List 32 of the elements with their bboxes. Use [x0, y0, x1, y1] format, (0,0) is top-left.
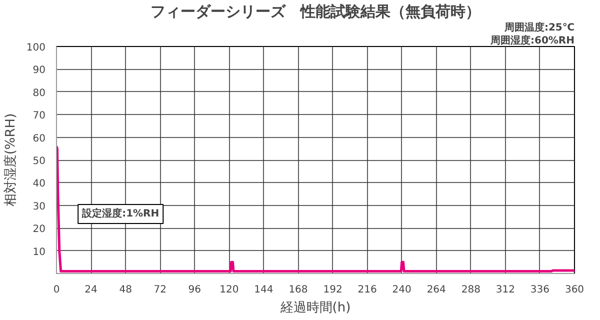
x-tick-label: 288 — [461, 284, 480, 296]
chart-title: フィーダーシリーズ 性能試験結果（無負荷時） — [150, 2, 480, 20]
x-tick-label: 48 — [119, 284, 132, 296]
x-tick-label: 240 — [392, 284, 412, 296]
x-tick-label: 216 — [358, 284, 377, 296]
y-tick-label: 10 — [32, 246, 46, 258]
y-tick-label: 40 — [32, 178, 46, 190]
x-tick-label: 168 — [288, 284, 308, 296]
x-tick-label: 312 — [496, 284, 515, 296]
x-tick-label: 96 — [188, 284, 202, 296]
y-tick-label: 90 — [32, 65, 46, 76]
x-tick-label: 144 — [254, 284, 274, 296]
y-tick-label: 100 — [26, 42, 46, 54]
x-tick-label: 192 — [323, 284, 342, 296]
y-tick-label: 50 — [32, 156, 46, 167]
x-tick-label: 360 — [564, 284, 584, 296]
x-tick-label: 24 — [84, 284, 98, 296]
x-tick-label: 0 — [53, 284, 60, 296]
y-tick-label: 30 — [32, 201, 46, 212]
x-tick-label: 120 — [220, 284, 239, 296]
y-tick-label: 70 — [32, 110, 46, 122]
y-tick-label: 60 — [32, 133, 46, 144]
y-tick-label: 20 — [32, 224, 46, 236]
x-tick-label: 264 — [426, 284, 446, 296]
text: 周囲湿度:60%RH — [489, 34, 575, 46]
text: 周囲温度:25℃ — [503, 22, 575, 34]
x-axis-title: 経過時間(h) — [279, 300, 351, 316]
y-axis-title: 相対湿度(%RH) — [2, 113, 18, 207]
x-tick-label: 72 — [154, 284, 166, 296]
y-tick-label: 80 — [32, 88, 46, 99]
annotation: 設定湿度:1%RH — [81, 208, 160, 220]
x-tick-label: 336 — [530, 284, 550, 296]
